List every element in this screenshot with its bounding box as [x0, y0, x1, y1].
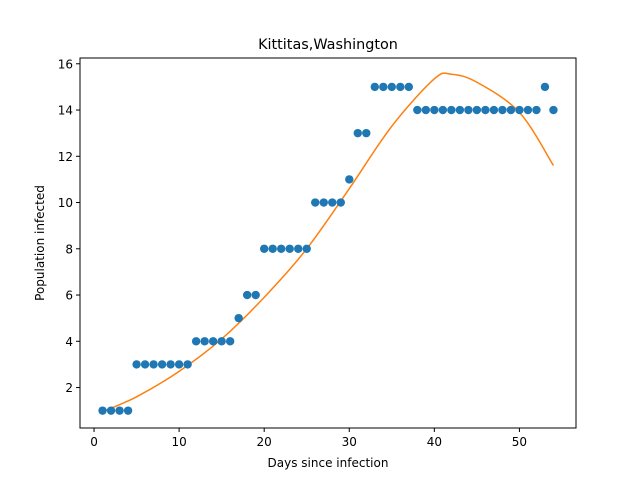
x-tick-label: 20 [257, 435, 272, 449]
y-axis: 2 4 6 8 10 12 14 16 [58, 57, 80, 395]
data-point [498, 105, 507, 115]
data-point [421, 105, 431, 115]
data-point [268, 244, 277, 253]
data-point [455, 105, 465, 115]
data-point [549, 105, 558, 115]
data-point [506, 105, 516, 115]
data-point [464, 105, 473, 115]
data-point [430, 105, 439, 115]
y-tick-label: 4 [65, 335, 73, 349]
data-point [447, 105, 456, 115]
data-point [174, 360, 184, 369]
fit-curve [102, 72, 555, 413]
x-tick-label: 0 [90, 435, 98, 449]
data-point [489, 105, 499, 115]
x-tick-label: 10 [171, 435, 186, 449]
data-point [328, 198, 337, 207]
data-point [166, 360, 175, 369]
data-point [404, 82, 414, 92]
data-point [481, 105, 490, 115]
data-point [123, 406, 133, 415]
data-point [370, 82, 379, 92]
data-point [472, 105, 482, 115]
data-point [379, 82, 388, 92]
data-point [311, 198, 320, 207]
data-point [532, 105, 541, 115]
x-tick-label: 30 [342, 435, 357, 449]
y-axis-label: Population infected [33, 185, 47, 301]
y-tick-label: 8 [65, 242, 73, 256]
data-point [277, 244, 286, 253]
data-point [208, 337, 218, 346]
data-point [140, 360, 150, 369]
data-point [294, 244, 303, 253]
chart-title: Kittitas,Washington [258, 37, 398, 53]
data-point [302, 244, 311, 253]
data-point [362, 128, 371, 138]
x-tick-label: 50 [512, 435, 527, 449]
data-point [242, 290, 252, 300]
data-point [540, 82, 550, 92]
plot-area [98, 72, 558, 415]
data-point [115, 406, 124, 415]
data-point [200, 337, 209, 346]
y-tick-label: 2 [65, 381, 73, 395]
data-point [353, 128, 362, 138]
data-point [438, 105, 448, 115]
x-tick-label: 40 [427, 435, 442, 449]
data-point [387, 82, 397, 92]
data-point [191, 337, 201, 346]
data-point [251, 290, 260, 300]
y-tick-label: 6 [65, 289, 73, 303]
data-point [515, 105, 524, 115]
data-point [345, 175, 354, 184]
data-point [259, 244, 269, 253]
y-tick-label: 16 [58, 57, 73, 71]
data-point [132, 360, 141, 369]
data-point [234, 313, 243, 323]
x-axis: 0 10 20 30 40 50 [90, 428, 527, 449]
data-point [523, 105, 533, 115]
data-point [413, 105, 422, 115]
data-point [336, 198, 345, 207]
y-tick-label: 14 [58, 104, 73, 118]
data-point [285, 244, 294, 253]
data-point [183, 360, 192, 369]
data-point [396, 82, 405, 92]
data-point [217, 337, 226, 346]
data-point [106, 406, 116, 415]
data-point [149, 360, 158, 369]
x-axis-label: Days since infection [268, 456, 389, 470]
data-point [157, 360, 167, 369]
axes-frame [79, 57, 577, 429]
data-point [225, 337, 235, 346]
data-point [319, 198, 328, 207]
y-tick-label: 12 [58, 150, 73, 164]
data-point [98, 406, 107, 415]
y-tick-label: 10 [58, 196, 73, 210]
